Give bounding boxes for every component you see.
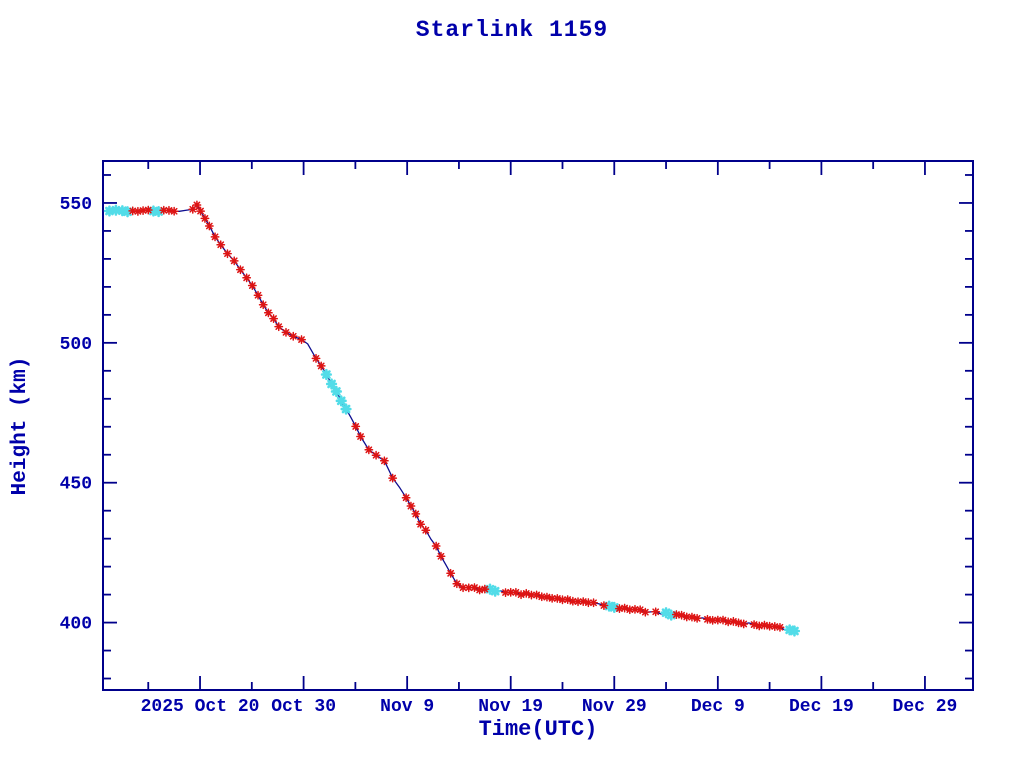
x-tick-label: Dec 29: [893, 697, 958, 717]
data-line: [102, 203, 795, 632]
x-tick-label: Nov 29: [582, 697, 647, 717]
data-markers-cyan: [103, 204, 801, 637]
y-tick-label: 500: [60, 335, 92, 355]
x-tick-label: Nov 9: [380, 697, 434, 717]
data-markers-red: [128, 200, 785, 632]
plot-box: [102, 160, 974, 691]
x-tick-label: Dec 19: [789, 697, 854, 717]
chart-title: Starlink 1159: [415, 17, 609, 43]
x-tick-label: Nov 19: [478, 697, 543, 717]
x-axis-label: Time(UTC): [478, 717, 598, 742]
y-tick-label: 550: [60, 195, 92, 215]
x-tick-label: 2025 Oct 20: [141, 697, 260, 717]
y-axis-label: Height (km): [9, 356, 32, 496]
tick-labels: 2025 Oct 20 Oct 30 Nov 9 Nov 19 Nov 29 Dec 9 D…: [60, 195, 958, 717]
x-tick-label: Dec 9: [691, 697, 745, 717]
y-tick-label: 450: [60, 475, 92, 495]
y-tick-label: 400: [60, 615, 92, 635]
axis-ticks: [103, 161, 973, 690]
x-tick-label: Oct 30: [271, 697, 336, 717]
